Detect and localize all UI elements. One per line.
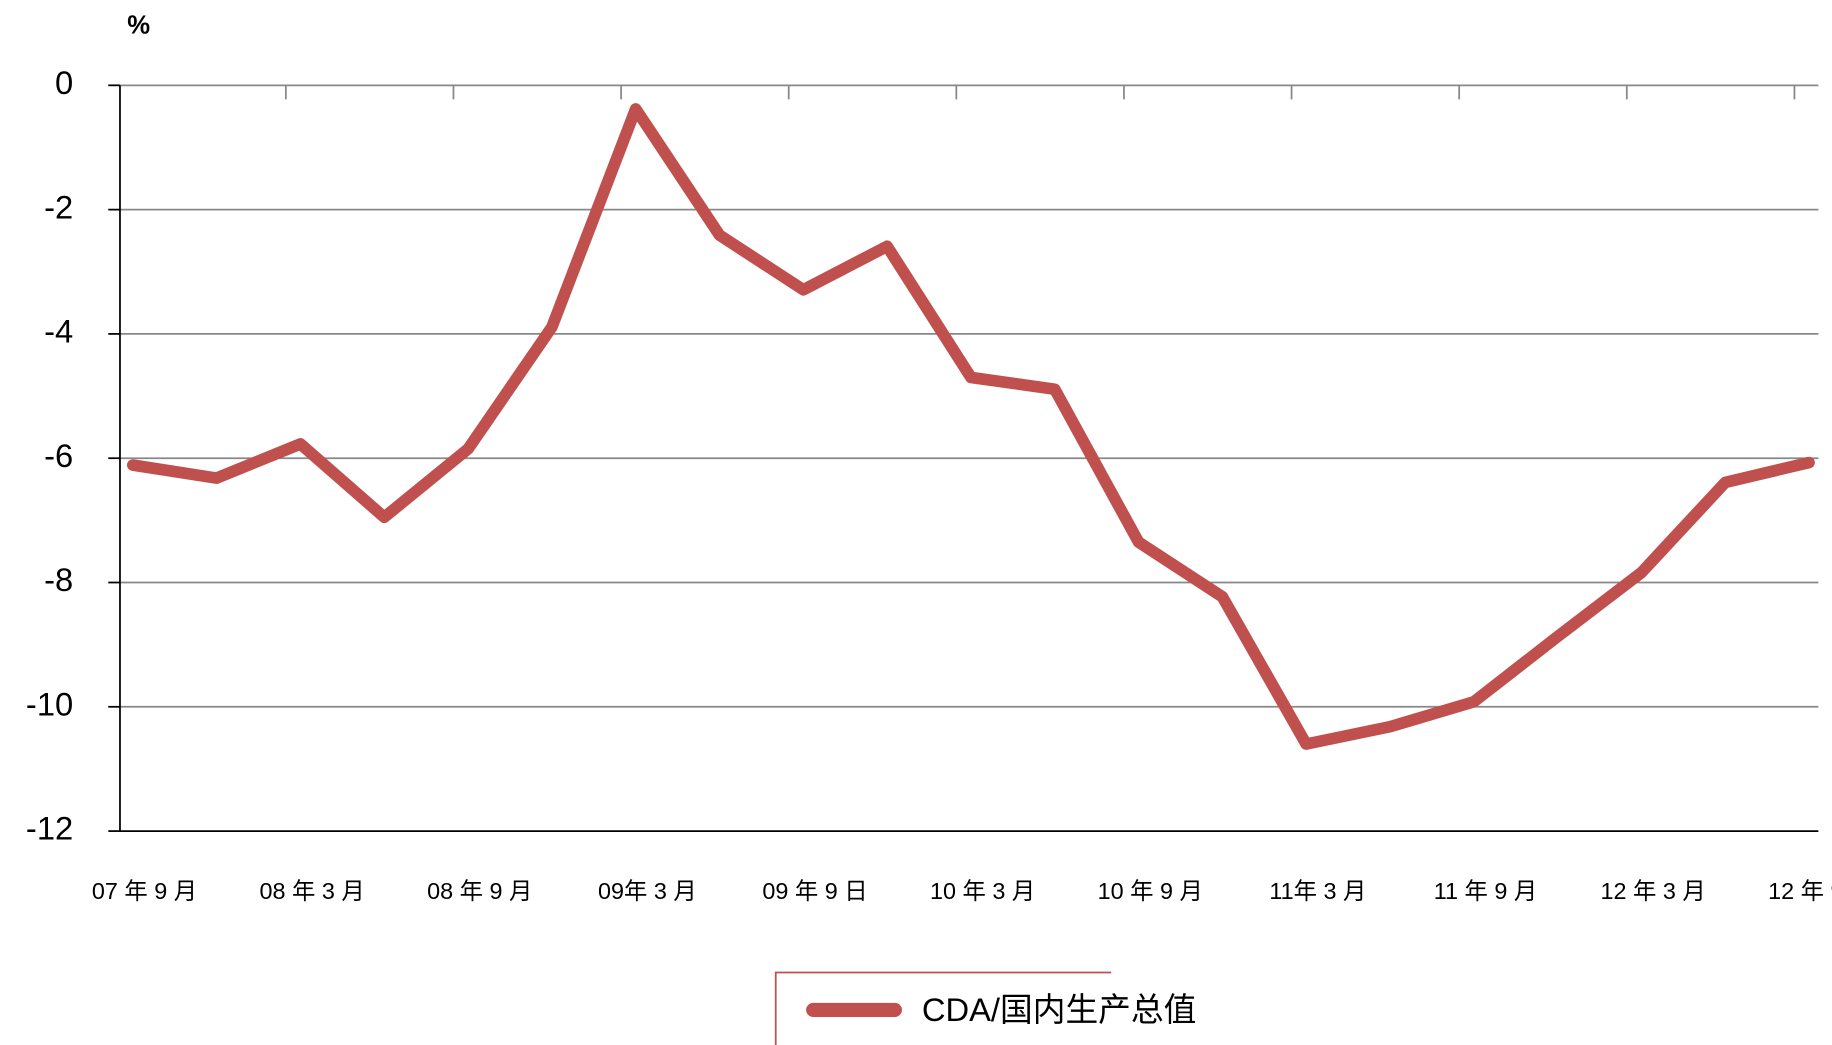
x-tick-label: 08 年 3 月 bbox=[260, 878, 365, 904]
x-tick-label: 12 年 3 月 bbox=[1601, 878, 1706, 904]
x-tick-label: 09 年 9 日 bbox=[762, 878, 867, 904]
x-tick-label: 09年 3 月 bbox=[598, 878, 697, 904]
y-tick-label: -8 bbox=[44, 561, 73, 598]
x-tick-label: 08 年 9 月 bbox=[427, 878, 532, 904]
data-line bbox=[126, 103, 1815, 750]
y-unit: % bbox=[127, 12, 150, 40]
y-tick-label: -12 bbox=[26, 810, 73, 847]
x-tick-label: 10 年 9 月 bbox=[1098, 878, 1203, 904]
y-tick-label: -4 bbox=[44, 313, 73, 350]
legend: CDA/国内生产总值 bbox=[774, 971, 1196, 1045]
x-tick-label: 07 年 9 月 bbox=[92, 878, 197, 904]
y-tick-label: -10 bbox=[26, 685, 73, 722]
y-tick-label: 0 bbox=[55, 64, 73, 101]
x-tick-label: 11年 3 月 bbox=[1269, 878, 1366, 904]
x-tick-label: 12 年 9 月 bbox=[1768, 878, 1832, 904]
x-tick-label: 10 年 3 月 bbox=[930, 878, 1035, 904]
x-tick-label: 11 年 9 月 bbox=[1434, 878, 1537, 904]
y-tick-label: -2 bbox=[44, 188, 73, 225]
legend-box bbox=[774, 971, 1112, 1045]
y-tick-label: -6 bbox=[44, 437, 73, 474]
legend-label: CDA/国内生产总值 bbox=[922, 991, 1196, 1028]
